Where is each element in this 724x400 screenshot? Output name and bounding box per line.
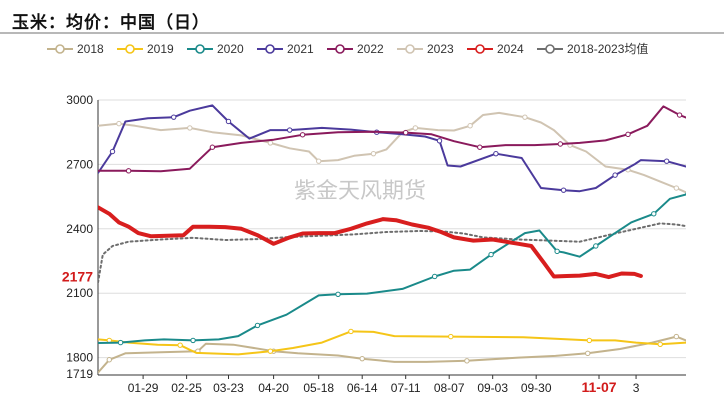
- x-tick-label: 04-20: [258, 381, 289, 395]
- y-tick-label: 3000: [66, 93, 93, 107]
- y-min-label: 1719: [66, 367, 93, 381]
- series-point: [488, 251, 494, 258]
- x-tick-label: 03-23: [213, 381, 244, 395]
- chart-title-wrap: 玉米：均价：中国（日）: [12, 8, 210, 33]
- series-point: [663, 158, 670, 164]
- series-point: [673, 185, 680, 191]
- series-point: [117, 339, 124, 346]
- series-point: [431, 273, 438, 280]
- x-tick-label: 02-25: [171, 381, 202, 395]
- watermark: 紫金天风期货: [294, 179, 426, 204]
- chart-title: 玉米：均价：中国（日）: [12, 13, 210, 33]
- series-point: [267, 348, 274, 354]
- series-point: [464, 358, 470, 364]
- y-tick-label: 2400: [66, 222, 93, 236]
- series-point: [370, 150, 377, 157]
- series-point: [493, 150, 499, 157]
- legend-marker: [265, 44, 275, 54]
- series-point: [625, 131, 631, 138]
- x-tick-label: 01-29: [128, 381, 159, 395]
- legend-marker: [545, 44, 555, 54]
- series-point: [254, 322, 261, 329]
- series-point: [402, 129, 409, 136]
- series-point: [412, 125, 419, 131]
- legend-marker: [335, 44, 345, 54]
- legend-label: 2018-2023均值: [567, 41, 648, 56]
- legend-label: 2020: [217, 42, 244, 56]
- series-point: [225, 118, 232, 125]
- series-point: [316, 158, 322, 164]
- legend-label: 2022: [357, 42, 384, 56]
- series-point: [477, 144, 483, 150]
- series-point: [109, 148, 116, 155]
- series-line-2018-2023均值: [98, 222, 686, 284]
- series-point: [467, 123, 473, 129]
- series-point: [267, 140, 274, 146]
- series-point: [171, 114, 177, 120]
- legend-marker: [475, 44, 485, 54]
- legend-label: 2021: [287, 42, 314, 56]
- series-point: [560, 187, 567, 193]
- series-point: [125, 168, 132, 174]
- series-line-2023: [98, 111, 686, 195]
- series-line-2024: [98, 205, 643, 280]
- series-point: [676, 112, 683, 118]
- series-point: [287, 127, 293, 133]
- series-point: [177, 342, 183, 348]
- legend-marker: [55, 44, 65, 54]
- series-point: [190, 337, 196, 344]
- x-tick-label: 07-11: [391, 381, 421, 395]
- legend-marker: [195, 44, 205, 54]
- series-line-2022: [98, 105, 686, 173]
- series-point: [657, 341, 663, 348]
- y-tick-label: 2100: [66, 286, 93, 300]
- y-callout-label: 2177: [62, 269, 93, 285]
- y-tick-label: 2700: [66, 157, 93, 171]
- x-tick-label: 08-07: [434, 381, 465, 395]
- legend-label: 2023: [427, 42, 454, 56]
- series-point: [436, 138, 443, 144]
- series-point: [106, 357, 112, 363]
- series-point: [651, 211, 657, 217]
- series-point: [612, 172, 618, 178]
- series-line-2020: [98, 192, 686, 344]
- y-tick-label: 1800: [66, 351, 93, 365]
- series-point: [522, 114, 528, 120]
- title-divider: [0, 32, 724, 34]
- legend-marker: [405, 44, 415, 54]
- x-tick-label: 09-30: [521, 381, 552, 395]
- x-tick-label: 06-14: [347, 381, 378, 395]
- x-tick-label: 05-18: [303, 381, 334, 395]
- series-point: [554, 248, 560, 255]
- series-point: [585, 350, 591, 357]
- series-point: [116, 120, 122, 127]
- series-point: [359, 355, 365, 362]
- legend-label: 2024: [497, 42, 524, 56]
- series-point: [299, 132, 306, 138]
- x-callout-label: 11-07: [581, 379, 616, 395]
- series-point: [187, 125, 193, 131]
- series-line-2018: [98, 335, 686, 374]
- x-tick-label: 3: [633, 381, 640, 395]
- legend-marker: [125, 44, 135, 54]
- x-tick-label: 09-03: [477, 381, 508, 395]
- series-point: [673, 333, 680, 340]
- legend-label: 2018: [77, 42, 104, 56]
- series-point: [448, 333, 454, 340]
- series-point: [557, 141, 564, 147]
- series-point: [586, 337, 593, 344]
- series-point: [593, 243, 599, 249]
- series-point: [335, 291, 341, 297]
- series-point: [209, 144, 216, 150]
- series-point: [348, 328, 354, 335]
- legend-label: 2019: [147, 42, 174, 56]
